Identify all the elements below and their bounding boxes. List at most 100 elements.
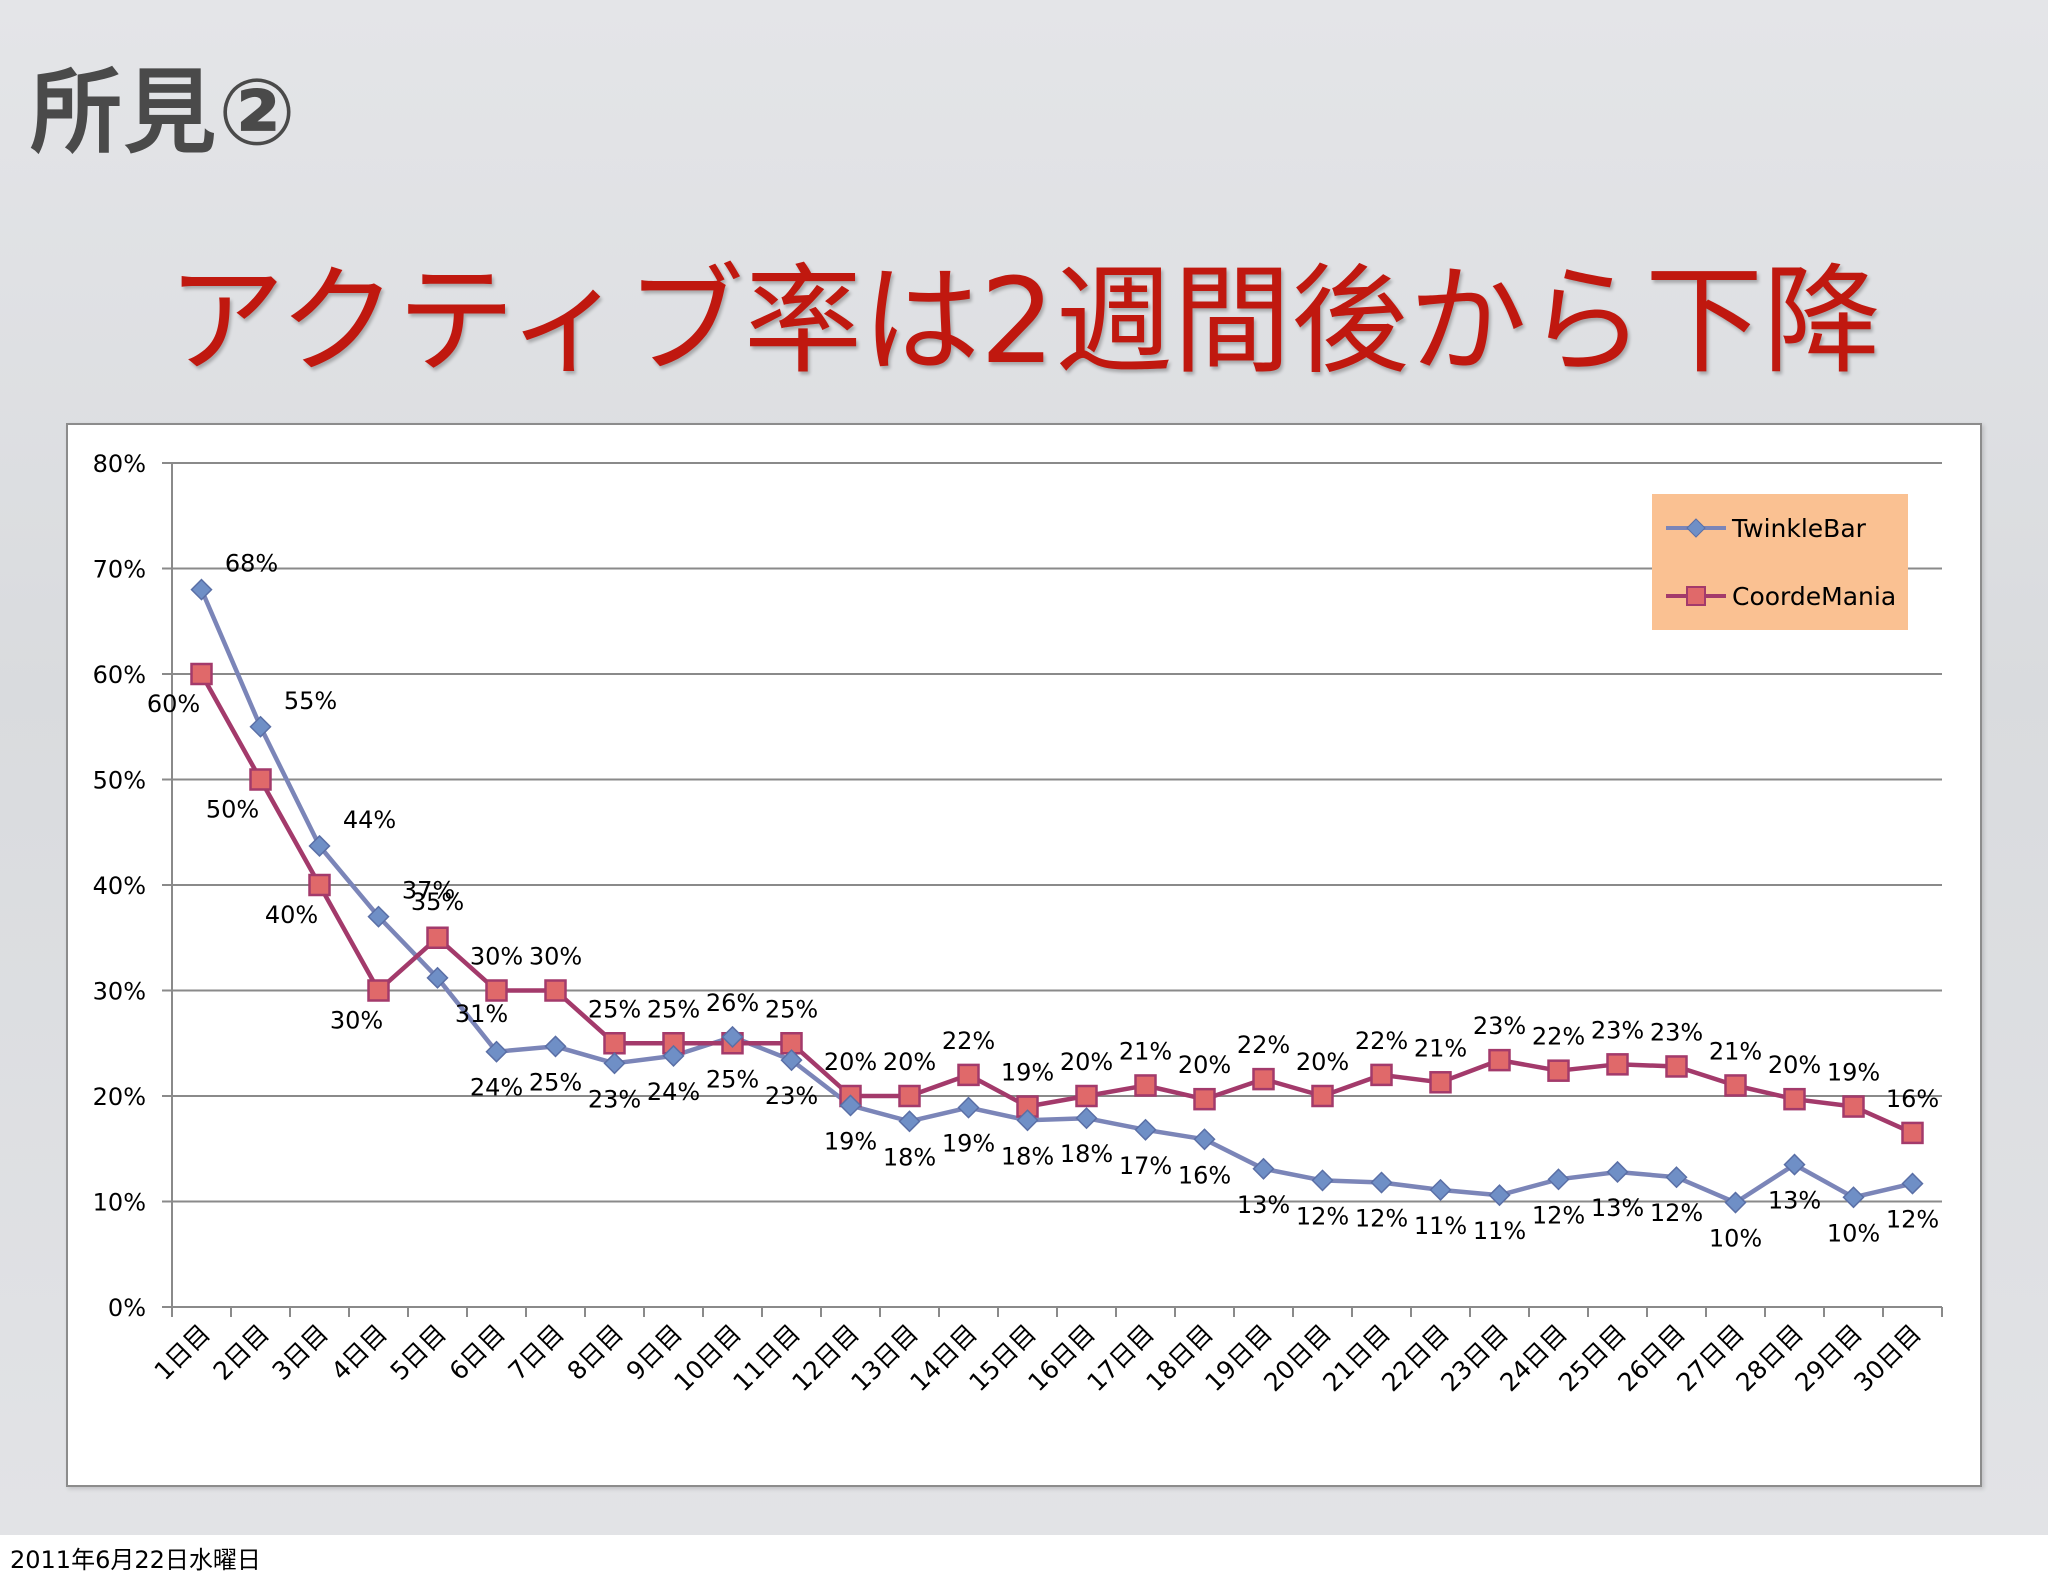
data-point-coordemania <box>1606 1053 1629 1076</box>
data-point-twinklebar <box>1193 1128 1216 1151</box>
data-point-twinklebar <box>1547 1168 1570 1191</box>
data-point-twinklebar <box>190 578 213 601</box>
data-point-twinklebar <box>1134 1118 1157 1141</box>
data-point-twinklebar <box>1075 1107 1098 1130</box>
y-tick-label: 30% <box>93 978 146 1006</box>
data-label-coordemania: 30% <box>330 1007 383 1035</box>
data-label-twinklebar: 18% <box>1001 1142 1054 1170</box>
footer-date: 2011年6月22日水曜日 <box>10 1546 261 1574</box>
y-tick-label: 70% <box>93 556 146 584</box>
data-label-twinklebar: 13% <box>1591 1194 1644 1222</box>
data-label-coordemania: 20% <box>1178 1051 1231 1079</box>
data-label-twinklebar: 23% <box>588 1085 641 1113</box>
data-label-twinklebar: 16% <box>1178 1161 1231 1189</box>
data-label-coordemania: 22% <box>1237 1031 1290 1059</box>
data-label-coordemania: 19% <box>1827 1059 1880 1087</box>
data-point-coordemania <box>898 1084 921 1108</box>
data-label-coordemania: 21% <box>1119 1037 1172 1065</box>
y-tick-label: 40% <box>93 872 146 900</box>
data-label-twinklebar: 13% <box>1237 1191 1290 1219</box>
x-tick-label: 8日目 <box>562 1319 629 1386</box>
data-label-twinklebar: 18% <box>1060 1140 1113 1168</box>
data-point-coordemania <box>308 873 331 897</box>
data-point-twinklebar <box>426 966 449 989</box>
data-point-coordemania <box>544 979 567 1002</box>
x-tick-label: 5日目 <box>385 1319 452 1386</box>
data-label-coordemania: 19% <box>1001 1059 1054 1087</box>
data-point-twinklebar <box>249 715 272 738</box>
data-point-twinklebar <box>721 1025 744 1048</box>
data-point-coordemania <box>1665 1055 1688 1078</box>
data-point-coordemania <box>957 1063 980 1087</box>
data-label-twinklebar: 26% <box>706 989 759 1017</box>
data-label-twinklebar: 55% <box>284 687 337 715</box>
data-label-twinklebar: 37% <box>402 877 455 905</box>
data-point-coordemania <box>1252 1067 1275 1091</box>
data-label-twinklebar: 11% <box>1414 1212 1467 1240</box>
legend-item-coordemania: CoordeMania <box>1664 576 1896 616</box>
chart-legend: TwinkleBar CoordeMania <box>1652 494 1908 630</box>
data-label-twinklebar: 19% <box>824 1127 877 1155</box>
y-tick-label: 0% <box>108 1294 146 1322</box>
data-point-twinklebar <box>1842 1186 1865 1209</box>
data-point-twinklebar <box>1252 1157 1275 1180</box>
data-point-coordemania <box>190 662 213 686</box>
data-label-coordemania: 25% <box>765 995 818 1023</box>
data-label-coordemania: 22% <box>1532 1023 1585 1051</box>
data-label-coordemania: 20% <box>883 1048 936 1076</box>
data-point-twinklebar <box>603 1052 626 1075</box>
data-label-coordemania: 21% <box>1709 1037 1762 1065</box>
slide-background: 所見② アクティブ率は2週間後から下降 0% 10% 20% 30% 40% 50% 60%… <box>0 0 2048 1535</box>
x-tick-label: 4日目 <box>326 1319 393 1386</box>
y-tick-label: 80% <box>93 450 146 478</box>
legend-item-twinklebar: TwinkleBar <box>1664 508 1866 548</box>
data-point-coordemania <box>603 1032 626 1055</box>
data-label-coordemania: 20% <box>1768 1051 1821 1079</box>
x-tick-label: 1日目 <box>149 1319 216 1386</box>
data-point-twinklebar <box>1665 1166 1688 1189</box>
data-point-coordemania <box>249 768 272 791</box>
diamond-marker-icon <box>1666 518 1726 538</box>
data-label-coordemania: 16% <box>1886 1085 1939 1113</box>
data-point-coordemania <box>485 979 508 1002</box>
data-point-twinklebar <box>662 1044 685 1067</box>
data-label-twinklebar: 12% <box>1355 1205 1408 1233</box>
data-label-twinklebar: 11% <box>1473 1217 1526 1245</box>
data-point-twinklebar <box>1606 1160 1629 1184</box>
data-point-twinklebar <box>1783 1153 1806 1176</box>
data-label-twinklebar: 10% <box>1827 1219 1880 1247</box>
data-label-twinklebar: 13% <box>1768 1187 1821 1215</box>
y-tick-label: 60% <box>93 661 146 689</box>
data-point-twinklebar <box>898 1110 921 1133</box>
data-label-coordemania: 22% <box>1355 1027 1408 1055</box>
data-label-twinklebar: 68% <box>225 550 278 578</box>
data-label-coordemania: 21% <box>1414 1034 1467 1062</box>
data-point-coordemania <box>1193 1087 1216 1111</box>
data-point-twinklebar <box>485 1040 508 1063</box>
data-point-coordemania <box>1488 1048 1511 1072</box>
data-point-coordemania <box>1783 1087 1806 1111</box>
data-label-coordemania: 25% <box>647 995 700 1023</box>
data-point-twinklebar <box>1370 1171 1393 1194</box>
data-point-coordemania <box>426 926 449 949</box>
data-label-coordemania: 35% <box>411 888 464 916</box>
data-label-twinklebar: 12% <box>1296 1202 1349 1230</box>
data-point-twinklebar <box>780 1049 803 1072</box>
data-point-coordemania <box>1311 1084 1334 1108</box>
y-tick-label: 50% <box>93 767 146 795</box>
data-label-twinklebar: 24% <box>647 1078 700 1106</box>
data-label-twinklebar: 12% <box>1886 1206 1939 1234</box>
square-marker-icon <box>1666 586 1726 606</box>
data-label-coordemania: 20% <box>1060 1048 1113 1076</box>
data-label-twinklebar: 12% <box>1532 1201 1585 1229</box>
data-label-twinklebar: 31% <box>455 1000 508 1028</box>
data-label-twinklebar: 24% <box>470 1074 523 1102</box>
data-point-twinklebar <box>308 834 331 858</box>
legend-label-twinklebar: TwinkleBar <box>1732 513 1866 543</box>
data-label-coordemania: 23% <box>1591 1016 1644 1044</box>
data-point-twinklebar <box>1724 1191 1747 1214</box>
data-label-twinklebar: 17% <box>1119 1152 1172 1180</box>
data-label-twinklebar: 19% <box>942 1130 995 1158</box>
data-point-coordemania <box>1134 1074 1157 1097</box>
data-label-coordemania: 20% <box>824 1048 877 1076</box>
